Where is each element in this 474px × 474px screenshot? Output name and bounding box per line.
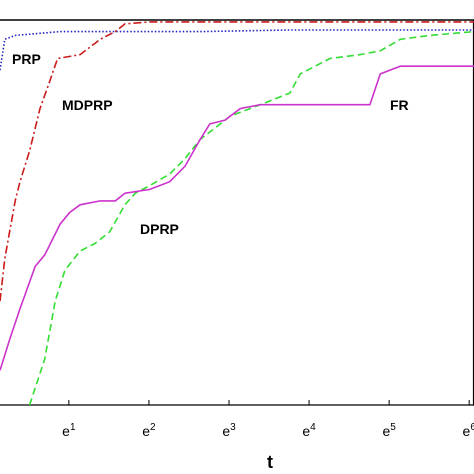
x-tick-label: e3 — [222, 422, 236, 439]
line-series — [0, 21, 474, 302]
x-tick-label: e5 — [382, 422, 396, 439]
line-series — [0, 65, 474, 371]
series-label: PRP — [12, 51, 41, 67]
series-label: MDPRP — [62, 97, 113, 113]
x-axis-label: t — [267, 452, 273, 472]
x-tick-label: e1 — [62, 422, 76, 439]
line-series — [28, 30, 474, 406]
series-label: DPRP — [140, 221, 179, 237]
series-label: FR — [390, 97, 409, 113]
x-tick-label: e6 — [463, 422, 474, 439]
x-tick-label: e2 — [142, 422, 156, 439]
x-tick-label: e4 — [302, 422, 316, 439]
line-series — [0, 29, 474, 71]
